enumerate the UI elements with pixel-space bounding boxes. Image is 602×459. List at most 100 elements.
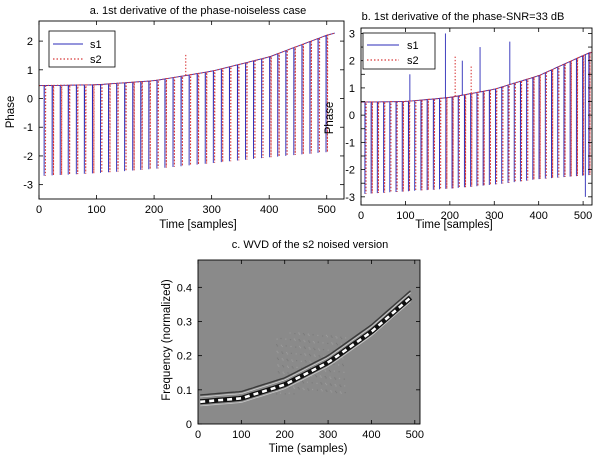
chart-c-interference-dot xyxy=(326,336,328,338)
chart-c-interference-dot xyxy=(309,355,312,357)
chart-c-interference-dot xyxy=(340,385,342,388)
chart-c-interference-dot xyxy=(305,361,307,363)
chart-c-interference-dot xyxy=(331,391,333,393)
chart-c-interference-dot xyxy=(299,333,301,335)
chart-c-interference-dot xyxy=(310,361,312,364)
chart-c-interference-dot xyxy=(280,337,282,340)
chart-c-interference-dot xyxy=(337,350,339,352)
chart-c-interference-dot xyxy=(298,339,300,341)
chart-c-interference-dot xyxy=(330,377,332,380)
chart-c-interference-dot xyxy=(306,381,308,383)
chart-c-interference-dot xyxy=(344,392,346,394)
chart-c-interference-dot xyxy=(288,373,290,375)
chart-b-xtick-label: 500 xyxy=(574,210,592,222)
chart-c-interference-dot xyxy=(309,348,311,350)
chart-c-interference-dot xyxy=(318,355,320,357)
chart-c-interference-dot xyxy=(293,338,295,340)
chart-c-yticks: 0 0.1 0.2 0.3 0.4 xyxy=(177,282,420,431)
chart-c-interference-dot xyxy=(295,346,297,348)
chart-c-interference-dot xyxy=(312,341,315,343)
chart-c-interference-dot xyxy=(302,333,305,335)
chart-c-interference-dot xyxy=(289,387,291,389)
chart-b-axes-frame xyxy=(360,27,593,206)
chart-b-ytick-label: 2 xyxy=(349,56,355,68)
chart-c-interference-dot xyxy=(296,373,299,375)
chart-c-interference-dot xyxy=(325,384,328,386)
chart-c-interference-dot xyxy=(332,350,334,352)
chart-c-interference-dot xyxy=(335,342,338,344)
chart-c-xlabel: Time (samples) xyxy=(269,443,348,455)
chart-c-interference-dot xyxy=(342,365,344,367)
chart-c-interference-dot xyxy=(299,347,302,349)
chart-b-ylabel: Phase xyxy=(324,102,336,135)
chart-b-ytick-label: -2 xyxy=(345,165,355,177)
chart-c-interference-dot xyxy=(308,334,310,336)
chart-c-interference-dot xyxy=(276,338,278,340)
chart-c-interference-dot xyxy=(317,341,319,343)
chart-c-interference-dot xyxy=(293,386,295,388)
chart-panel-c: c. WVD of the s2 noised version Frequenc… xyxy=(161,239,424,455)
chart-c-interference-dot xyxy=(294,339,296,341)
chart-c-interference-dot xyxy=(340,336,342,338)
chart-c-interference-dot xyxy=(276,344,278,346)
chart-c-interference-dot xyxy=(325,389,327,391)
chart-c-interference-dot xyxy=(279,392,282,394)
chart-b-series-group xyxy=(361,33,592,197)
chart-a-legend-s2-label: s2 xyxy=(90,54,102,66)
chart-c-interference-dot xyxy=(335,336,337,338)
chart-c-interference-dot xyxy=(285,345,287,347)
chart-c-interference-dot xyxy=(338,364,340,366)
chart-c-interference-dot xyxy=(277,358,279,360)
chart-a-ytick-label: -3 xyxy=(23,180,33,192)
chart-c-interference-dot xyxy=(335,385,337,387)
chart-c-interference-dot xyxy=(322,342,324,344)
chart-c-interference-dot xyxy=(315,362,317,364)
chart-c-interference-dot xyxy=(302,382,305,384)
chart-c-interference-dot xyxy=(277,352,279,354)
chart-a-legend: s1 s2 xyxy=(48,30,116,68)
chart-c-interference-dot xyxy=(293,387,295,389)
chart-c-interference-dot xyxy=(340,392,342,394)
chart-c-interference-dot xyxy=(290,345,292,348)
chart-a-ytick-label: 2 xyxy=(27,36,33,48)
chart-b-ytick-label: -1 xyxy=(345,137,355,149)
chart-c-interference-dot xyxy=(282,371,284,373)
chart-c-xtick-label: 100 xyxy=(232,429,250,441)
chart-c-interference-dot xyxy=(277,364,279,366)
chart-c-interference-dot xyxy=(293,393,295,395)
chart-c-interference-dot xyxy=(343,378,345,380)
chart-c-interference-dot xyxy=(307,388,309,390)
chart-c-interference-dot xyxy=(299,340,301,342)
chart-b-legend: s1 s2 xyxy=(362,32,436,70)
chart-c-interference-dot xyxy=(303,334,305,336)
chart-c-interference-dot xyxy=(311,382,313,384)
chart-c-xtick-label: 0 xyxy=(195,429,201,441)
chart-c-ytick-label: 0.2 xyxy=(177,351,192,363)
chart-c-interference-dot xyxy=(333,370,335,372)
chart-c-interference-dot xyxy=(308,340,310,342)
chart-b-xtick-label: 0 xyxy=(358,210,364,222)
chart-c-interference-dot xyxy=(331,342,333,344)
chart-c-interference-dot xyxy=(315,376,318,378)
chart-c-interference-dot xyxy=(345,337,347,339)
chart-c-interference-dot xyxy=(291,359,293,361)
chart-c-xtick-label: 300 xyxy=(319,429,337,441)
chart-c-interference-dot xyxy=(338,371,340,373)
chart-c-interference-dot xyxy=(300,353,302,356)
chart-c-interference-dot xyxy=(312,334,314,336)
chart-b-legend-box xyxy=(362,32,436,70)
chart-c-interference-dot xyxy=(329,371,331,373)
chart-c-interference-dot xyxy=(339,391,341,393)
chart-c-ytick-label: 0.3 xyxy=(177,317,192,329)
chart-panel-b: b. 1st derivative of the phase-SNR=33 dB… xyxy=(324,11,593,231)
chart-c-interference-dot xyxy=(276,393,278,395)
chart-c-interference-dot xyxy=(308,347,310,349)
chart-c-interference-dot xyxy=(311,375,313,377)
chart-c-interference-dot xyxy=(281,345,283,348)
chart-b-xtick-label: 200 xyxy=(441,210,459,222)
chart-c-interference-dot xyxy=(319,361,321,364)
chart-c-axes-frame xyxy=(197,259,421,425)
chart-a-xticks: 0 100 200 300 400 500 xyxy=(36,21,336,216)
chart-c-interference-dot xyxy=(315,374,317,376)
chart-c-ytick-label: 0 xyxy=(186,419,192,431)
